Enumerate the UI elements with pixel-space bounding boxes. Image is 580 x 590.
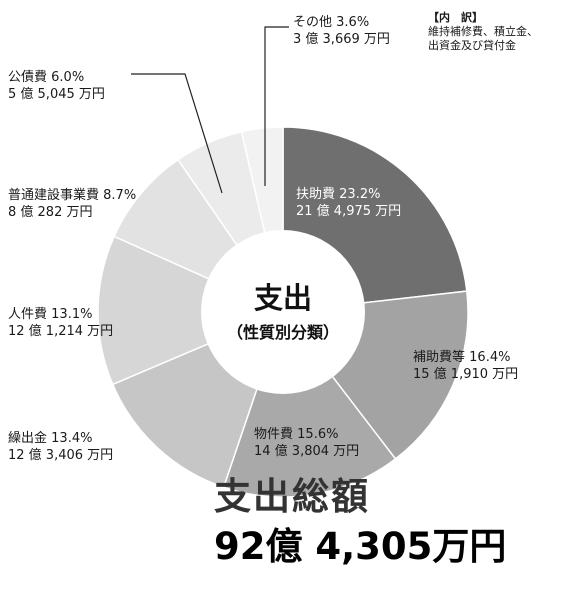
slice-amount: 15 億 1,910 万円 <box>413 367 519 382</box>
slice-amount: 21 億 4,975 万円 <box>296 204 402 219</box>
note-line: 維持補修費、積立金、 <box>428 25 538 38</box>
slice-amount: 12 億 1,214 万円 <box>8 324 114 339</box>
slice-amount: 8 億 282 万円 <box>8 205 93 220</box>
slice-percent: 23.2% <box>335 187 381 202</box>
total-block: 支出総額 92億 4,305万円 <box>214 474 506 570</box>
donut-hole <box>201 230 365 394</box>
slice-label: 補助費等 16.4% 15 億 1,910 万円 <box>413 349 518 383</box>
slice-label: 物件費 15.6% 14 億 3,804 万円 <box>254 426 359 460</box>
other-breakdown-note: 【内 訳】 維持補修費、積立金、 出資金及び貸付金 <box>428 11 538 53</box>
slice-label: その他 3.6% 3 億 3,669 万円 <box>293 14 390 48</box>
slice-amount: 12 億 3,406 万円 <box>8 448 114 463</box>
slice-name: 繰出金 <box>8 431 48 446</box>
slice-name: 補助費等 <box>413 350 466 365</box>
slice-percent: 13.4% <box>47 431 93 446</box>
note-line: 出資金及び貸付金 <box>428 39 516 52</box>
slice-name: 扶助費 <box>296 187 336 202</box>
slice-amount: 14 億 3,804 万円 <box>254 444 360 459</box>
leader-line <box>264 26 289 186</box>
slice-amount: 3 億 3,669 万円 <box>293 32 390 47</box>
slice-label: 普通建設事業費 8.7% 8 億 282 万円 <box>8 187 136 221</box>
pie-slice <box>97 235 285 386</box>
slice-label: 公債費 6.0% 5 億 5,045 万円 <box>8 69 105 103</box>
chart-title: 支出 <box>254 281 312 315</box>
slice-percent: 13.1% <box>47 307 93 322</box>
slice-percent: 16.4% <box>465 350 511 365</box>
chart-subtitle: （性質別分類） <box>227 323 339 342</box>
slice-name: 公債費 <box>8 70 48 85</box>
slice-name: 物件費 <box>254 427 294 442</box>
slice-name: 人件費 <box>8 307 48 322</box>
slice-name: 普通建設事業費 <box>8 188 100 203</box>
slice-percent: 3.6% <box>332 15 370 30</box>
slice-label: 人件費 13.1% 12 億 1,214 万円 <box>8 306 113 340</box>
slice-percent: 8.7% <box>99 188 137 203</box>
total-label: 支出総額 <box>214 475 370 518</box>
slice-label: 扶助費 23.2% 21 億 4,975 万円 <box>296 186 401 220</box>
slice-label: 繰出金 13.4% 12 億 3,406 万円 <box>8 430 113 464</box>
slice-name: その他 <box>293 15 333 30</box>
total-value: 92億 4,305万円 <box>214 525 507 568</box>
slice-percent: 6.0% <box>47 70 85 85</box>
note-title: 【内 訳】 <box>428 11 483 24</box>
slice-amount: 5 億 5,045 万円 <box>8 87 105 102</box>
leader-line <box>131 73 223 194</box>
slice-percent: 15.6% <box>293 427 339 442</box>
pie-slice <box>222 310 397 498</box>
